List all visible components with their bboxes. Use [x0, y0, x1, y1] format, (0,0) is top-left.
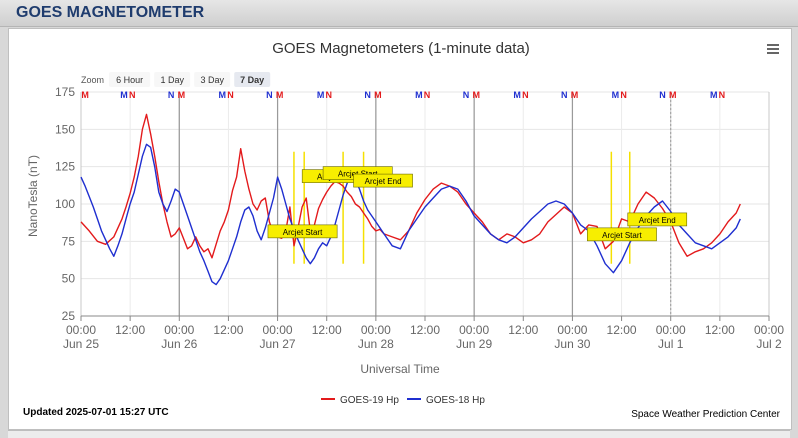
orbit-marker: N: [424, 90, 431, 100]
legend-label-goes19: GOES-19 Hp: [340, 395, 399, 406]
x-tick-label: 12:00: [115, 323, 145, 337]
y-tick-label: 50: [62, 272, 76, 286]
zoom-selector: Zoom 6 Hour 1 Day 3 Day 7 Day: [81, 72, 271, 87]
x-tick-label: 00:00: [263, 323, 293, 337]
zoom-button-1[interactable]: 1 Day: [154, 72, 191, 87]
series-line-0: [80, 113, 741, 259]
orbit-marker: M: [415, 90, 423, 100]
orbit-marker: M: [710, 90, 718, 100]
zoom-label: Zoom: [81, 75, 104, 85]
orbit-marker: M: [513, 90, 521, 100]
menu-icon[interactable]: [767, 44, 779, 54]
credit-text: Space Weather Prediction Center: [631, 409, 780, 420]
event-label: Arcjet End: [627, 212, 688, 227]
y-tick-label: 150: [55, 122, 75, 136]
zoom-button-label: 3 Day: [200, 75, 224, 85]
legend: GOES-19 Hp GOES-18 Hp: [321, 395, 485, 406]
orbit-marker: M: [317, 90, 325, 100]
y-tick-label: 175: [55, 85, 75, 99]
zoom-button-0[interactable]: 6 Hour: [109, 72, 151, 87]
orbit-marker: N: [522, 90, 529, 100]
x-date-label: Jun 28: [358, 337, 394, 351]
orbit-marker: M: [612, 90, 620, 100]
orbit-marker: N: [266, 90, 273, 100]
orbit-marker: N: [227, 90, 234, 100]
event-label-text: Arcjet Start: [602, 231, 642, 240]
orbit-marker: M: [81, 90, 89, 100]
orbit-marker: N: [620, 90, 627, 100]
y-tick-label: 100: [55, 197, 75, 211]
event-label-text: Arcjet Start: [283, 228, 323, 237]
zoom-button-3[interactable]: 7 Day: [234, 72, 271, 87]
x-tick-label: 12:00: [705, 323, 735, 337]
panel-title: GOES MAGNETOMETER: [16, 4, 205, 21]
x-tick-label: 00:00: [656, 323, 686, 337]
orbit-marker: N: [326, 90, 333, 100]
legend-item-goes19[interactable]: GOES-19 Hp: [321, 395, 399, 406]
x-date-label: Jun 26: [161, 337, 197, 351]
chart-card: GOES Magnetometers (1-minute data) Zoom …: [8, 28, 792, 430]
orbit-marker: M: [219, 90, 227, 100]
bottom-strip: [8, 430, 790, 438]
event-label: Arcjet Start: [267, 224, 338, 239]
event-label: Arcjet End: [353, 173, 413, 188]
x-date-label: Jun 30: [554, 337, 590, 351]
orbit-marker: N: [561, 90, 568, 100]
x-axis-title: Universal Time: [360, 362, 440, 376]
orbit-marker: M: [178, 90, 186, 100]
series-line-1: [80, 143, 741, 286]
orbit-marker: M: [276, 90, 284, 100]
orbit-marker: N: [129, 90, 136, 100]
x-tick-label: 00:00: [164, 323, 194, 337]
y-tick-label: 25: [62, 309, 76, 323]
x-tick-label: 00:00: [459, 323, 489, 337]
chart-title: GOES Magnetometers (1-minute data): [272, 40, 530, 57]
x-tick-label: 00:00: [754, 323, 784, 337]
orbit-marker: N: [168, 90, 175, 100]
x-date-label: Jul 1: [658, 337, 684, 351]
zoom-button-label: 7 Day: [240, 75, 264, 85]
legend-label-goes18: GOES-18 Hp: [426, 395, 485, 406]
y-tick-label: 125: [55, 160, 75, 174]
x-tick-label: 12:00: [607, 323, 637, 337]
orbit-marker: N: [719, 90, 726, 100]
orbit-marker: N: [364, 90, 371, 100]
x-date-label: Jul 2: [756, 337, 782, 351]
event-label-text: Arcjet End: [365, 177, 402, 186]
zoom-button-label: 6 Hour: [116, 75, 143, 85]
event-label-text: Arcjet End: [639, 216, 676, 225]
x-tick-label: 00:00: [361, 323, 391, 337]
panel-header: GOES MAGNETOMETER: [0, 0, 798, 27]
updated-timestamp: Updated 2025-07-01 15:27 UTC: [23, 407, 169, 418]
event-label: Arcjet Start: [587, 227, 657, 242]
x-tick-label: 00:00: [557, 323, 587, 337]
x-tick-label: 12:00: [410, 323, 440, 337]
x-date-label: Jun 29: [456, 337, 492, 351]
x-tick-label: 00:00: [66, 323, 96, 337]
x-tick-label: 12:00: [312, 323, 342, 337]
x-tick-label: 12:00: [213, 323, 243, 337]
x-date-label: Jun 25: [63, 337, 99, 351]
zoom-button-2[interactable]: 3 Day: [194, 72, 231, 87]
x-date-label: Jun 27: [260, 337, 296, 351]
orbit-marker: M: [120, 90, 128, 100]
y-axis-title: NanoTesla (nT): [26, 155, 40, 237]
orbit-marker: N: [659, 90, 666, 100]
zoom-button-label: 1 Day: [160, 75, 184, 85]
x-tick-label: 12:00: [508, 323, 538, 337]
legend-item-goes18[interactable]: GOES-18 Hp: [407, 395, 485, 406]
orbit-marker: M: [472, 90, 480, 100]
orbit-marker: N: [463, 90, 470, 100]
orbit-marker: M: [374, 90, 382, 100]
orbit-marker: M: [571, 90, 579, 100]
y-tick-label: 75: [62, 234, 76, 248]
magnetometer-chart: GOES Magnetometers (1-minute data) Zoom …: [23, 40, 784, 420]
orbit-marker: M: [669, 90, 677, 100]
